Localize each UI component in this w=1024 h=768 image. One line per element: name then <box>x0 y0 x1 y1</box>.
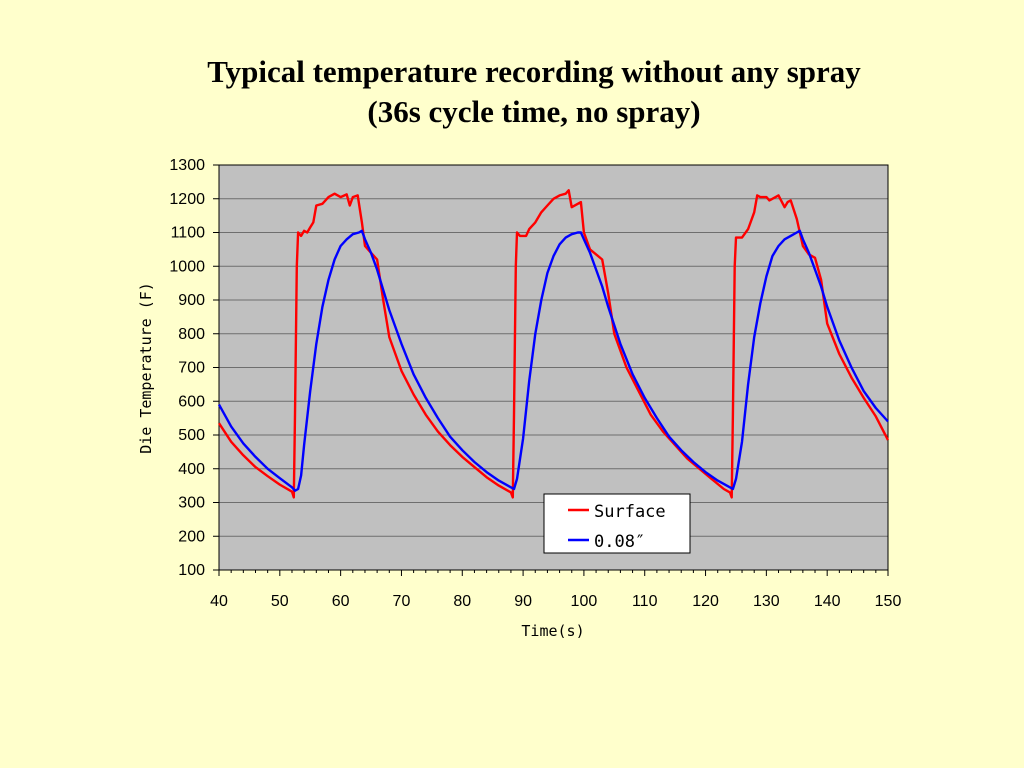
y-tick-label-300: 300 <box>178 495 205 512</box>
y-tick-label-600: 600 <box>178 393 205 410</box>
series-lines <box>217 189 890 499</box>
y-axis-title: Die Temperature (F) <box>137 282 155 454</box>
y-tick-label-200: 200 <box>178 528 205 545</box>
x-tick-label-130: 130 <box>753 593 780 610</box>
x-axis-title: Time(s) <box>521 622 584 640</box>
x-tick-label-40: 40 <box>210 593 228 610</box>
x-tick-label-100: 100 <box>571 593 598 610</box>
x-tick-label-90: 90 <box>514 593 532 610</box>
legend-label-depth: 0.08″ <box>594 532 645 552</box>
series-line-depth <box>217 229 889 492</box>
x-tick-label-80: 80 <box>453 593 471 610</box>
y-tick-label-1000: 1000 <box>169 258 205 275</box>
y-tick-label-100: 100 <box>178 562 205 579</box>
legend-box <box>543 493 691 554</box>
slide-title: Typical temperature recording without an… <box>0 52 1024 132</box>
y-tick-label-400: 400 <box>178 461 205 478</box>
x-tick-label-120: 120 <box>692 593 719 610</box>
x-tick-label-60: 60 <box>332 593 350 610</box>
y-tick-label-1300: 1300 <box>169 157 205 174</box>
legend: Surface 0.08″ <box>543 493 691 554</box>
legend-label-surface: Surface <box>594 502 666 522</box>
x-tick-label-150: 150 <box>875 593 902 610</box>
x-tick-label-140: 140 <box>814 593 841 610</box>
plot-border <box>218 164 889 571</box>
slide-title-line-2: (36s cycle time, no spray) <box>367 94 701 129</box>
y-tick-label-900: 900 <box>178 292 205 309</box>
x-tick-label-50: 50 <box>271 593 289 610</box>
y-tick-label-1200: 1200 <box>169 191 205 208</box>
axes: 100 200 300 400 500 600 700 800 900 1000 1100 1200 1… <box>169 157 901 610</box>
y-tick-label-1100: 1100 <box>171 225 206 242</box>
y-tick-label-800: 800 <box>178 326 205 343</box>
x-tick-label-70: 70 <box>393 593 411 610</box>
y-tick-label-700: 700 <box>178 360 205 377</box>
slide-title-line-1: Typical temperature recording without an… <box>207 54 861 89</box>
y-tick-label-500: 500 <box>178 427 205 444</box>
x-tick-label-110: 110 <box>632 593 658 610</box>
series-line-surface <box>217 189 890 499</box>
